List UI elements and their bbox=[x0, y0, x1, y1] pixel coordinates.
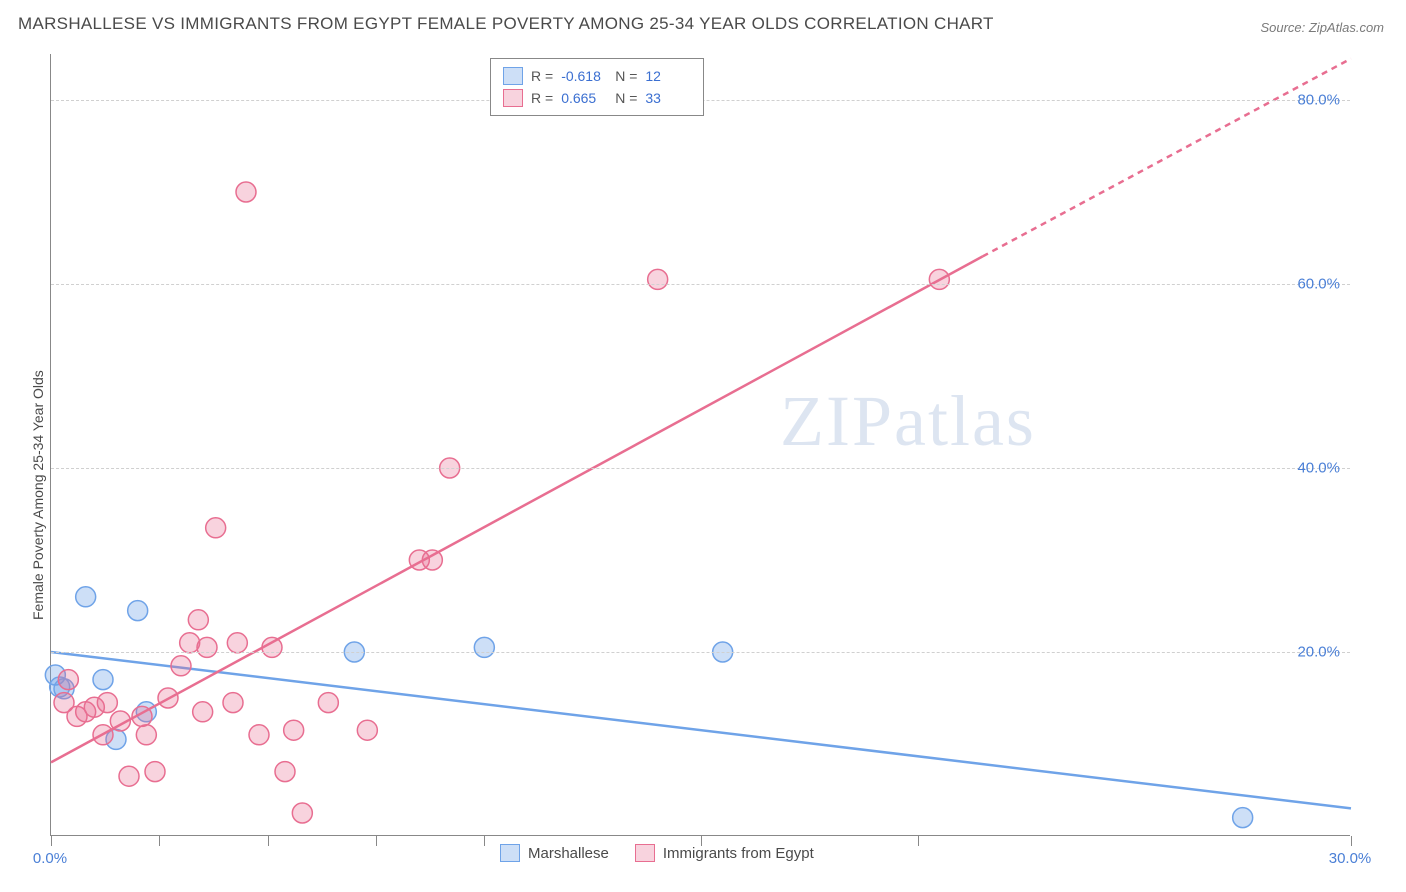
chart-title: MARSHALLESE VS IMMIGRANTS FROM EGYPT FEM… bbox=[18, 14, 994, 34]
gridline-h bbox=[51, 652, 1350, 653]
data-point bbox=[197, 637, 217, 657]
data-point bbox=[292, 803, 312, 823]
series-legend-item: Marshallese bbox=[500, 844, 609, 862]
data-point bbox=[93, 670, 113, 690]
data-point bbox=[145, 762, 165, 782]
x-tick-label: 30.0% bbox=[1329, 850, 1372, 867]
legend-swatch bbox=[500, 844, 520, 862]
data-point bbox=[648, 269, 668, 289]
x-tick-mark bbox=[376, 836, 377, 846]
data-point bbox=[128, 601, 148, 621]
plot-area: 20.0% 40.0% 60.0% 80.0% bbox=[50, 54, 1350, 836]
legend-swatch bbox=[503, 67, 523, 85]
series-legend-label: Marshallese bbox=[528, 845, 609, 862]
y-tick-label: 80.0% bbox=[1297, 92, 1340, 109]
data-point bbox=[171, 656, 191, 676]
correlation-legend-row: R = -0.618 N = 12 bbox=[503, 65, 691, 87]
y-tick-label: 40.0% bbox=[1297, 460, 1340, 477]
series-legend: Marshallese Immigrants from Egypt bbox=[500, 844, 814, 862]
data-point bbox=[193, 702, 213, 722]
stat-n-value: 12 bbox=[645, 68, 691, 84]
stat-r-value: 0.665 bbox=[561, 90, 607, 106]
stat-r-label: R = bbox=[531, 68, 553, 84]
y-tick-label: 60.0% bbox=[1297, 276, 1340, 293]
x-tick-mark bbox=[51, 836, 52, 846]
trend-line bbox=[51, 256, 983, 762]
correlation-legend: R = -0.618 N = 12 R = 0.665 N = 33 bbox=[490, 58, 704, 116]
y-axis-label: Female Poverty Among 25-34 Year Olds bbox=[30, 370, 46, 620]
gridline-h bbox=[51, 468, 1350, 469]
data-point bbox=[97, 693, 117, 713]
data-point bbox=[58, 670, 78, 690]
x-tick-label: 0.0% bbox=[33, 850, 67, 867]
data-point bbox=[136, 725, 156, 745]
legend-swatch bbox=[503, 89, 523, 107]
data-point bbox=[236, 182, 256, 202]
data-point bbox=[188, 610, 208, 630]
data-point bbox=[249, 725, 269, 745]
stat-n-value: 33 bbox=[645, 90, 691, 106]
data-point bbox=[474, 637, 494, 657]
series-legend-item: Immigrants from Egypt bbox=[635, 844, 814, 862]
x-tick-mark bbox=[268, 836, 269, 846]
stat-n-label: N = bbox=[615, 90, 637, 106]
data-point bbox=[76, 587, 96, 607]
data-point bbox=[284, 720, 304, 740]
gridline-h bbox=[51, 284, 1350, 285]
data-point bbox=[206, 518, 226, 538]
x-tick-mark bbox=[918, 836, 919, 846]
x-tick-mark bbox=[1351, 836, 1352, 846]
data-point bbox=[357, 720, 377, 740]
data-point bbox=[119, 766, 139, 786]
chart-svg bbox=[51, 54, 1350, 835]
correlation-legend-row: R = 0.665 N = 33 bbox=[503, 87, 691, 109]
series-legend-label: Immigrants from Egypt bbox=[663, 845, 814, 862]
y-tick-label: 20.0% bbox=[1297, 644, 1340, 661]
x-tick-mark bbox=[484, 836, 485, 846]
trend-line bbox=[51, 652, 1351, 808]
legend-swatch bbox=[635, 844, 655, 862]
data-point bbox=[223, 693, 243, 713]
stat-r-value: -0.618 bbox=[561, 68, 607, 84]
data-point bbox=[1233, 808, 1253, 828]
stat-n-label: N = bbox=[615, 68, 637, 84]
data-point bbox=[318, 693, 338, 713]
source-attribution: Source: ZipAtlas.com bbox=[1260, 20, 1384, 35]
trend-line-extrapolated bbox=[983, 59, 1351, 257]
x-tick-mark bbox=[159, 836, 160, 846]
data-point bbox=[275, 762, 295, 782]
stat-r-label: R = bbox=[531, 90, 553, 106]
data-point bbox=[227, 633, 247, 653]
